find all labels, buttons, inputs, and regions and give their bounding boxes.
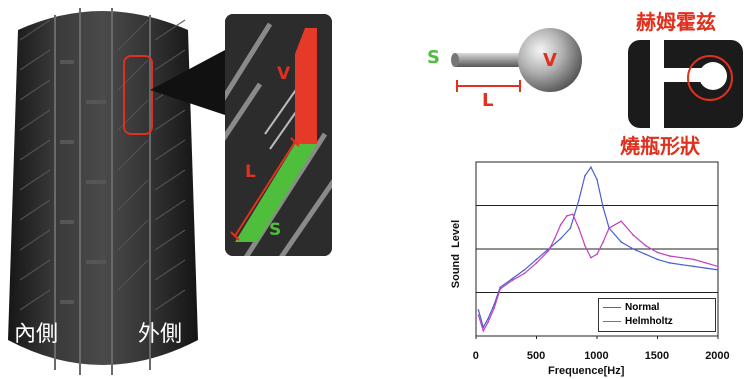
data-point-normal <box>644 253 647 256</box>
data-point-helmholtz <box>523 272 526 275</box>
data-point-normal <box>705 267 707 269</box>
x-tick-label: 1500 <box>644 350 670 362</box>
legend-swatch-normal <box>603 307 621 308</box>
data-point-helmholtz <box>596 253 598 256</box>
flask-shape-label: 燒瓶形狀 <box>620 134 700 158</box>
outer-side-label: 外側 <box>138 322 183 347</box>
data-point-normal <box>559 237 562 240</box>
data-point-helmholtz <box>693 258 695 261</box>
data-point-normal <box>596 178 598 181</box>
data-point-helmholtz <box>572 213 574 215</box>
x-tick-label: 1000 <box>584 350 609 362</box>
helmholtz-title: 赫姆霍兹 <box>636 10 716 34</box>
data-point-normal <box>602 206 604 209</box>
data-point-normal <box>487 317 489 320</box>
data-point-normal <box>656 258 659 261</box>
groove-neck-label: S <box>269 220 282 240</box>
data-point-helmholtz <box>477 314 480 316</box>
data-point-helmholtz <box>620 220 622 222</box>
data-point-normal <box>578 199 580 202</box>
data-point-normal <box>511 277 514 280</box>
data-point-helmholtz <box>644 244 647 247</box>
inner-side-label: 內側 <box>14 322 59 347</box>
data-point-helmholtz <box>632 234 635 236</box>
data-point-helmholtz <box>487 321 489 323</box>
data-point-normal <box>584 175 586 177</box>
groove-zoom-inset: V L S <box>225 14 332 256</box>
groove-length-label: L <box>245 162 256 182</box>
data-point-normal <box>569 227 572 229</box>
data-point-helmholtz <box>602 241 604 243</box>
data-point-helmholtz <box>547 249 550 252</box>
groove-volume-label: V <box>277 64 291 84</box>
data-point-helmholtz <box>535 262 538 264</box>
resonator-model: S V L <box>425 22 615 122</box>
data-point-helmholtz <box>559 223 562 226</box>
data-point-normal <box>680 263 683 266</box>
tire-photo: 內側 外側 <box>0 0 205 379</box>
data-point-helmholtz <box>584 244 586 247</box>
data-point-helmholtz <box>590 256 592 259</box>
data-point-helmholtz <box>493 307 495 309</box>
data-point-helmholtz <box>608 227 610 229</box>
chart-ylabel: Sound Level <box>450 219 463 289</box>
data-point-helmholtz <box>482 329 485 332</box>
x-tick-label: 0 <box>472 350 479 362</box>
data-point-normal <box>693 265 695 268</box>
model-neck-label: S <box>427 47 440 68</box>
legend-item-normal: Normal <box>603 302 659 313</box>
legend-label-helmholtz: Helmholtz <box>625 316 673 327</box>
helmholtz-icon <box>628 40 743 130</box>
sound-level-chart: Sound Level Frequence[Hz] Normal Helmhol… <box>450 158 746 379</box>
data-point-helmholtz <box>511 279 514 282</box>
legend-label-normal: Normal <box>625 302 660 313</box>
series-line-normal <box>477 166 719 329</box>
data-point-helmholtz <box>656 251 659 254</box>
chart-xlabel: Frequence[Hz] <box>548 365 625 377</box>
model-length-label: L <box>482 90 494 111</box>
data-point-helmholtz <box>717 265 719 268</box>
data-point-normal <box>499 286 501 289</box>
data-point-helmholtz <box>578 227 580 229</box>
data-point-normal <box>717 269 719 271</box>
data-point-helmholtz <box>680 256 683 259</box>
data-point-helmholtz <box>499 288 501 290</box>
data-point-helmholtz <box>553 237 556 240</box>
data-point-normal <box>477 309 480 311</box>
data-point-normal <box>535 258 538 261</box>
chart-legend: Normal Helmholtz <box>598 298 716 332</box>
chart-plot <box>475 161 719 339</box>
legend-item-helmholtz: Helmholtz <box>603 316 673 327</box>
highlight-box <box>123 55 153 135</box>
data-point-normal <box>590 166 592 169</box>
data-point-helmholtz <box>668 255 671 257</box>
data-point-helmholtz <box>705 262 707 264</box>
data-point-normal <box>632 248 635 250</box>
data-point-normal <box>668 262 671 264</box>
legend-swatch-helmholtz <box>603 321 621 322</box>
x-tick-label: 500 <box>526 350 546 362</box>
data-point-helmholtz <box>565 215 568 217</box>
model-volume-label: V <box>543 50 557 71</box>
data-point-normal <box>523 269 526 271</box>
data-point-normal <box>620 241 622 243</box>
series-line-helmholtz <box>477 213 719 333</box>
x-tick-label: 2000 <box>705 350 730 362</box>
